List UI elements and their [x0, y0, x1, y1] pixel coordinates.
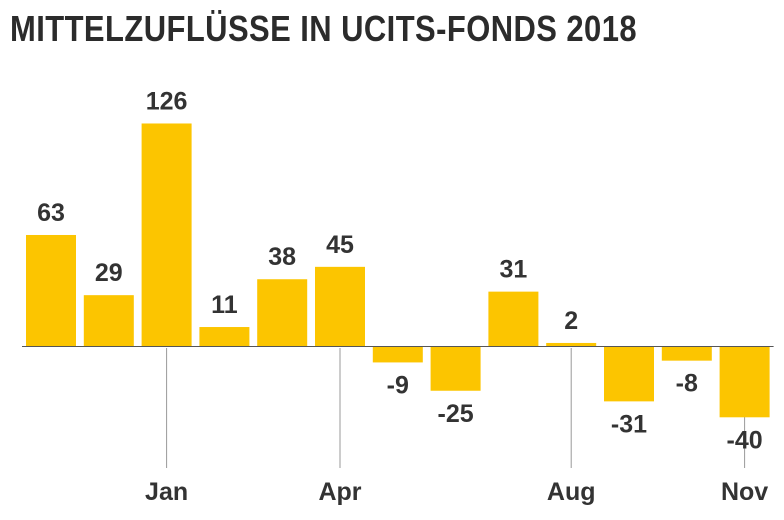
value-label-7: -25	[438, 400, 474, 428]
bar-2	[141, 123, 192, 347]
chart-title: MITTELZUFLÜSSE IN UCITS-FONDS 2018	[10, 8, 637, 49]
tick-label-jan: Jan	[145, 478, 188, 506]
bar-8	[488, 291, 539, 347]
bar-5	[315, 266, 365, 347]
value-label-11: -8	[676, 370, 698, 398]
bar-12	[719, 346, 770, 418]
value-label-4: 38	[268, 243, 296, 271]
value-label-3: 11	[211, 291, 238, 319]
bar-9	[546, 342, 597, 347]
value-label-1: 29	[95, 259, 123, 287]
value-label-10: -31	[611, 410, 647, 438]
bar-6	[372, 346, 423, 363]
bar-10	[604, 346, 654, 402]
bar-7	[430, 346, 481, 391]
bars	[26, 123, 770, 418]
bar-3	[199, 327, 250, 347]
value-label-6: -9	[387, 371, 409, 399]
value-label-2: 126	[146, 87, 188, 115]
value-label-8: 31	[499, 256, 527, 284]
value-label-0: 63	[37, 199, 65, 227]
tick-label-apr: Apr	[318, 478, 361, 506]
value-labels: 63 29 126 11 38 45 -9 -25 31 2 -31 -8 -40	[37, 87, 763, 454]
tick-label-nov: Nov	[721, 478, 768, 506]
tick-labels: Jan Apr Aug Nov	[145, 478, 768, 506]
bar-11	[661, 346, 712, 361]
bar-1	[83, 295, 134, 347]
value-label-12: -40	[727, 426, 763, 454]
value-label-9: 2	[564, 307, 578, 335]
value-label-5: 45	[326, 231, 354, 259]
bar-0	[26, 234, 76, 347]
tick-label-aug: Aug	[547, 478, 596, 506]
bar-4	[257, 279, 308, 347]
